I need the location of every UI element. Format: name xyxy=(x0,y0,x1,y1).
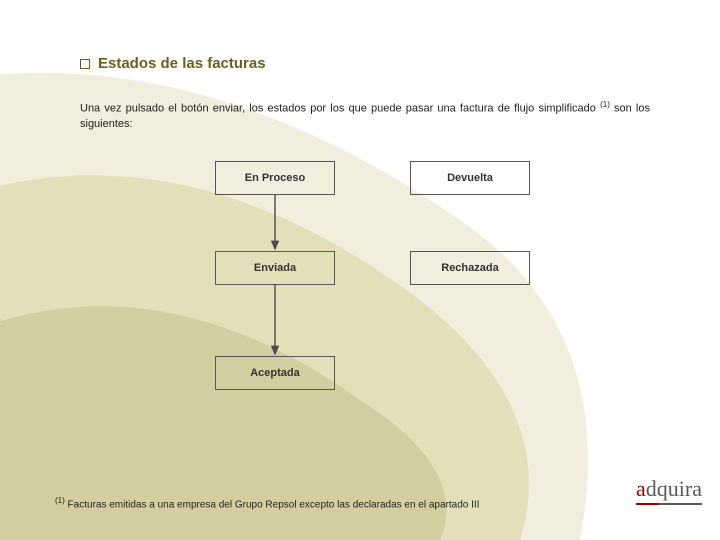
page-title: Estados de las facturas xyxy=(98,55,266,72)
node-enviada: Enviada xyxy=(215,251,335,285)
node-devuelta: Devuelta xyxy=(410,161,530,195)
node-aceptada: Aceptada xyxy=(215,356,335,390)
intro-text: Una vez pulsado el botón enviar, los est… xyxy=(80,100,650,131)
node-en-proceso: En Proceso xyxy=(215,161,335,195)
intro-sup: (1) xyxy=(600,100,610,109)
footnote: (1) Facturas emitidas a una empresa del … xyxy=(55,496,479,510)
title-row: Estados de las facturas xyxy=(80,55,650,72)
logo: adquira xyxy=(636,476,702,505)
intro-before: Una vez pulsado el botón enviar, los est… xyxy=(80,103,600,115)
bullet-icon xyxy=(80,59,90,69)
logo-underline xyxy=(636,503,702,505)
logo-text: adquira xyxy=(636,476,702,502)
flow-arrows xyxy=(80,161,640,441)
node-rechazada: Rechazada xyxy=(410,251,530,285)
flowchart: En Proceso Enviada Aceptada Devuelta Rechaza… xyxy=(80,161,650,441)
footnote-text: Facturas emitidas a una empresa del Grup… xyxy=(65,499,480,510)
footnote-sup: (1) xyxy=(55,496,65,505)
